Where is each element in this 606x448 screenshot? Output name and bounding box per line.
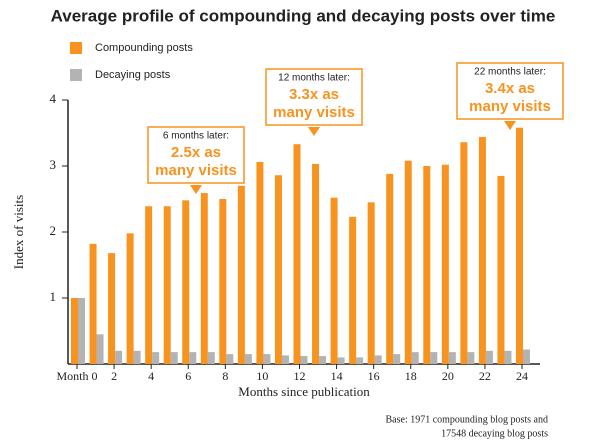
bar: [523, 349, 530, 364]
bar: [386, 173, 394, 364]
x-tick-label: 6: [185, 369, 191, 383]
bar: [367, 202, 375, 364]
y-tick-label: 3: [50, 157, 57, 172]
x-tick-label: 24: [516, 369, 528, 383]
bar: [219, 199, 227, 364]
annotation-heading: 22 months later:: [474, 67, 546, 78]
legend-swatch: [70, 42, 82, 54]
annotation-heading: 12 months later:: [278, 73, 350, 84]
bar: [182, 200, 190, 364]
annotation-box: [265, 68, 363, 126]
y-tick-label: 1: [50, 289, 57, 304]
bar: [115, 350, 123, 364]
bar: [256, 162, 264, 364]
annotation-box: [147, 126, 245, 184]
bar: [163, 206, 171, 364]
y-axis-label: Index of visits: [11, 195, 26, 269]
x-tick-label: 2: [111, 369, 117, 383]
bar: [78, 298, 85, 364]
legend-swatch: [70, 69, 82, 81]
x-tick-label: 10: [256, 369, 268, 383]
bar: [300, 356, 308, 364]
bar: [374, 355, 382, 364]
bar: [145, 206, 153, 364]
bar: [237, 185, 245, 364]
annotation-text: 3.3x as: [289, 86, 339, 103]
bar: [349, 216, 357, 364]
annotation-box: [456, 62, 564, 120]
bar: [89, 243, 97, 364]
x-tick-label: 20: [442, 369, 454, 383]
bar: [448, 352, 456, 364]
x-axis-label: Months since publication: [238, 384, 370, 399]
bar: [133, 350, 141, 364]
bar: [170, 352, 178, 364]
bar: [478, 136, 486, 364]
bar: [467, 352, 475, 364]
bar: [319, 356, 327, 364]
bar: [226, 354, 234, 364]
bar: [200, 193, 208, 364]
bar: [404, 160, 412, 364]
bar: [293, 144, 301, 364]
x-tick-label: 4: [148, 369, 154, 383]
bar: [71, 298, 78, 364]
annotation-arrow: [504, 121, 516, 130]
bar: [356, 357, 364, 364]
bar: [263, 354, 271, 364]
y-tick-label: 2: [50, 223, 57, 238]
y-tick-label: 4: [50, 91, 57, 106]
bar: [312, 164, 320, 364]
x-tick-label: 12: [294, 369, 306, 383]
legend-label: Decaying posts: [95, 69, 171, 81]
bar: [274, 175, 282, 364]
bar: [504, 350, 512, 364]
bar: [411, 352, 419, 364]
bar: [207, 352, 215, 364]
annotation-arrow: [190, 185, 202, 194]
x-tick-label: 8: [222, 369, 228, 383]
x-tick-label: Month 0: [56, 369, 97, 383]
bar: [516, 127, 523, 364]
annotation-text: 2.5x as: [171, 144, 221, 161]
legend-label: Compounding posts: [95, 42, 193, 54]
footnote: Base: 1971 compounding blog posts and: [386, 414, 549, 425]
bar: [108, 253, 116, 364]
bar: [244, 354, 252, 364]
bar: [96, 334, 104, 364]
bar: [152, 352, 160, 364]
chart-title: Average profile of compounding and decay…: [51, 6, 556, 25]
x-tick-label: 16: [368, 369, 380, 383]
annotation-heading: 6 months later:: [163, 131, 229, 142]
bar: [423, 166, 431, 364]
bar: [430, 352, 438, 364]
bar: [460, 142, 468, 364]
annotation-text: many visits: [469, 98, 551, 115]
footnote: 17548 decaying blog posts: [441, 428, 548, 439]
bar: [393, 354, 401, 364]
x-tick-label: 22: [479, 369, 491, 383]
x-tick-label: 14: [331, 369, 343, 383]
bar: [337, 357, 345, 364]
x-tick-label: 18: [405, 369, 417, 383]
bar: [497, 175, 505, 364]
bar: [126, 233, 134, 364]
bar: [441, 164, 449, 364]
annotation-text: many visits: [155, 162, 237, 179]
bar: [189, 352, 197, 364]
bar: [485, 350, 493, 364]
bar: [281, 355, 289, 364]
annotation-text: 3.4x as: [485, 80, 535, 97]
bar: [330, 197, 338, 364]
annotation-text: many visits: [273, 104, 355, 121]
annotation-arrow: [308, 127, 320, 136]
